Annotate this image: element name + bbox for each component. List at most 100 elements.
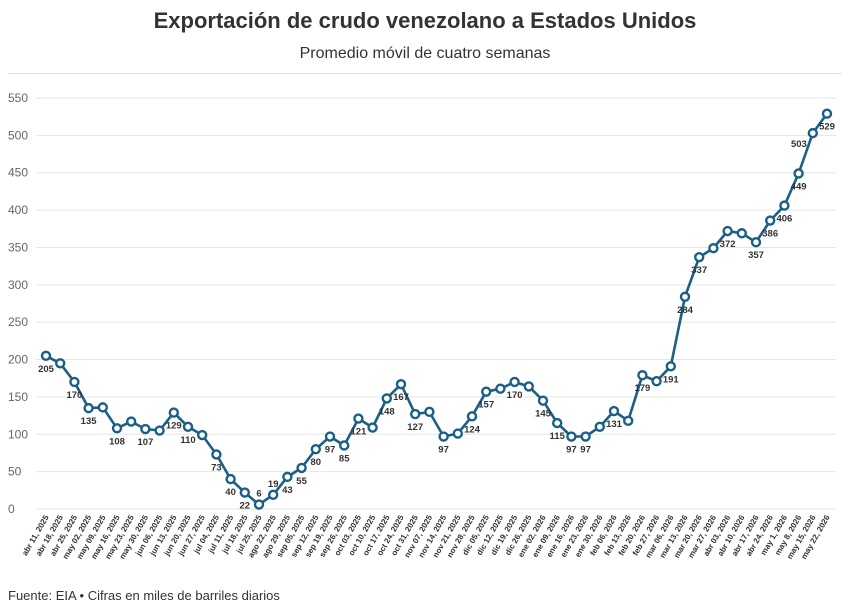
data-point (779, 200, 790, 211)
data-point (395, 379, 407, 390)
data-point (750, 237, 762, 248)
data-point (125, 416, 137, 427)
data-point (282, 471, 293, 483)
data-point (537, 395, 549, 406)
data-point (438, 431, 449, 442)
y-tick-label: 450 (8, 166, 28, 180)
data-point (40, 350, 52, 362)
data-point (367, 422, 378, 433)
data-point (637, 370, 648, 381)
data-points (40, 108, 833, 510)
data-label: 170 (66, 390, 82, 401)
data-label: 19 (268, 479, 279, 490)
data-point (211, 449, 222, 460)
data-point (253, 499, 265, 510)
line-chart: 0 50 100 150 200 250 300 350 400 450 500 550 abr 11… (8, 91, 836, 561)
data-label: 97 (438, 445, 449, 456)
data-point (708, 243, 719, 254)
y-tick-label: 50 (8, 465, 22, 479)
data-label: 55 (296, 476, 307, 487)
data-point (424, 406, 435, 418)
data-label: 191 (663, 374, 680, 385)
data-label: 157 (478, 400, 494, 411)
data-label: 97 (566, 445, 577, 456)
data-label: 148 (379, 406, 395, 417)
data-label: 170 (507, 390, 523, 401)
data-point (665, 361, 676, 372)
data-label: 386 (762, 229, 778, 240)
y-tick-label: 100 (8, 427, 28, 441)
data-point (608, 405, 620, 417)
data-label: 449 (791, 181, 807, 192)
data-label: 284 (677, 305, 694, 316)
title-divider (8, 73, 842, 74)
data-label: 22 (240, 501, 251, 512)
data-label: 115 (550, 431, 566, 442)
data-point (353, 413, 364, 424)
y-tick-label: 200 (8, 353, 28, 367)
y-tick-label: 250 (8, 315, 28, 329)
data-point (509, 376, 520, 388)
data-label: 127 (407, 422, 423, 433)
data-label: 167 (393, 392, 409, 403)
y-tick-label: 550 (8, 91, 28, 105)
data-point (552, 417, 563, 429)
data-point (452, 428, 463, 439)
data-point (495, 383, 506, 394)
data-label: 43 (282, 485, 293, 496)
data-point (168, 407, 180, 418)
data-point (679, 291, 691, 302)
data-point (821, 108, 833, 119)
data-label: 406 (776, 214, 792, 225)
y-tick-label: 0 (8, 502, 15, 516)
data-point (196, 429, 208, 441)
data-label: 110 (180, 435, 195, 446)
data-point (55, 358, 66, 369)
data-point (381, 393, 392, 404)
data-point (566, 431, 577, 442)
source-note: Fuente: EIA • Cifras en miles de barrile… (8, 588, 280, 603)
chart-subtitle: Promedio móvil de cuatro semanas (299, 45, 551, 62)
data-point (523, 381, 534, 392)
data-point (736, 228, 747, 239)
data-label: 108 (109, 436, 125, 447)
data-label: 97 (325, 445, 336, 456)
data-point (140, 423, 151, 435)
data-point (410, 408, 421, 420)
data-label: 40 (225, 487, 236, 498)
y-tick-label: 150 (8, 390, 28, 404)
data-label: 372 (720, 239, 736, 250)
data-label: 503 (791, 139, 807, 150)
data-point (765, 215, 776, 226)
data-point (111, 423, 123, 434)
y-tick-label: 300 (8, 278, 28, 292)
data-point (268, 489, 279, 501)
data-point (466, 411, 478, 422)
data-point (296, 462, 307, 474)
data-point (623, 415, 634, 427)
data-label: 205 (38, 364, 55, 375)
data-point (722, 225, 733, 237)
data-label: 107 (137, 437, 153, 448)
data-point (481, 386, 492, 397)
data-point (324, 431, 336, 442)
data-point (225, 473, 236, 485)
y-tick-label: 500 (8, 128, 28, 142)
data-point (83, 402, 94, 414)
data-label: 85 (339, 453, 350, 464)
data-label: 337 (691, 265, 707, 276)
data-label: 124 (464, 424, 481, 435)
data-point (651, 376, 662, 387)
data-point (580, 431, 591, 442)
data-point (154, 425, 165, 436)
y-tick-label: 350 (8, 240, 28, 254)
data-point (793, 168, 804, 179)
data-label: 145 (535, 409, 552, 420)
data-label: 6 (256, 489, 261, 500)
data-label: 73 (211, 462, 222, 473)
chart-title: Exportación de crudo venezolano a Estado… (153, 8, 697, 33)
data-label: 529 (819, 122, 835, 133)
y-tick-label: 400 (8, 203, 28, 217)
